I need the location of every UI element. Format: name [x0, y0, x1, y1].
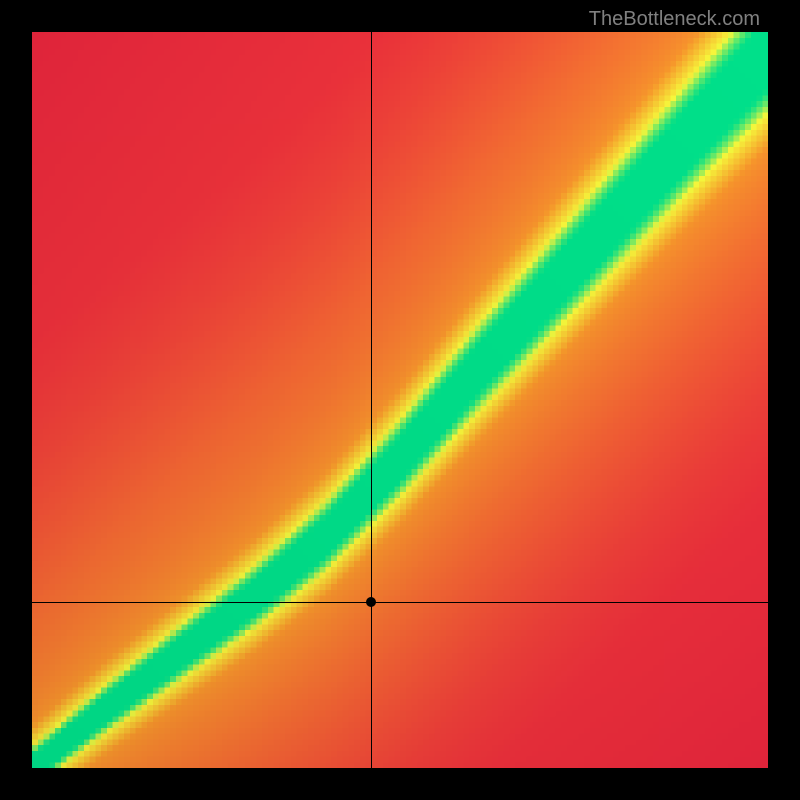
crosshair-vertical — [371, 32, 372, 768]
crosshair-horizontal — [32, 602, 768, 603]
watermark-text: TheBottleneck.com — [589, 8, 760, 31]
heatmap-canvas — [32, 32, 768, 768]
marker-dot — [366, 597, 376, 607]
heatmap-plot — [32, 32, 768, 768]
